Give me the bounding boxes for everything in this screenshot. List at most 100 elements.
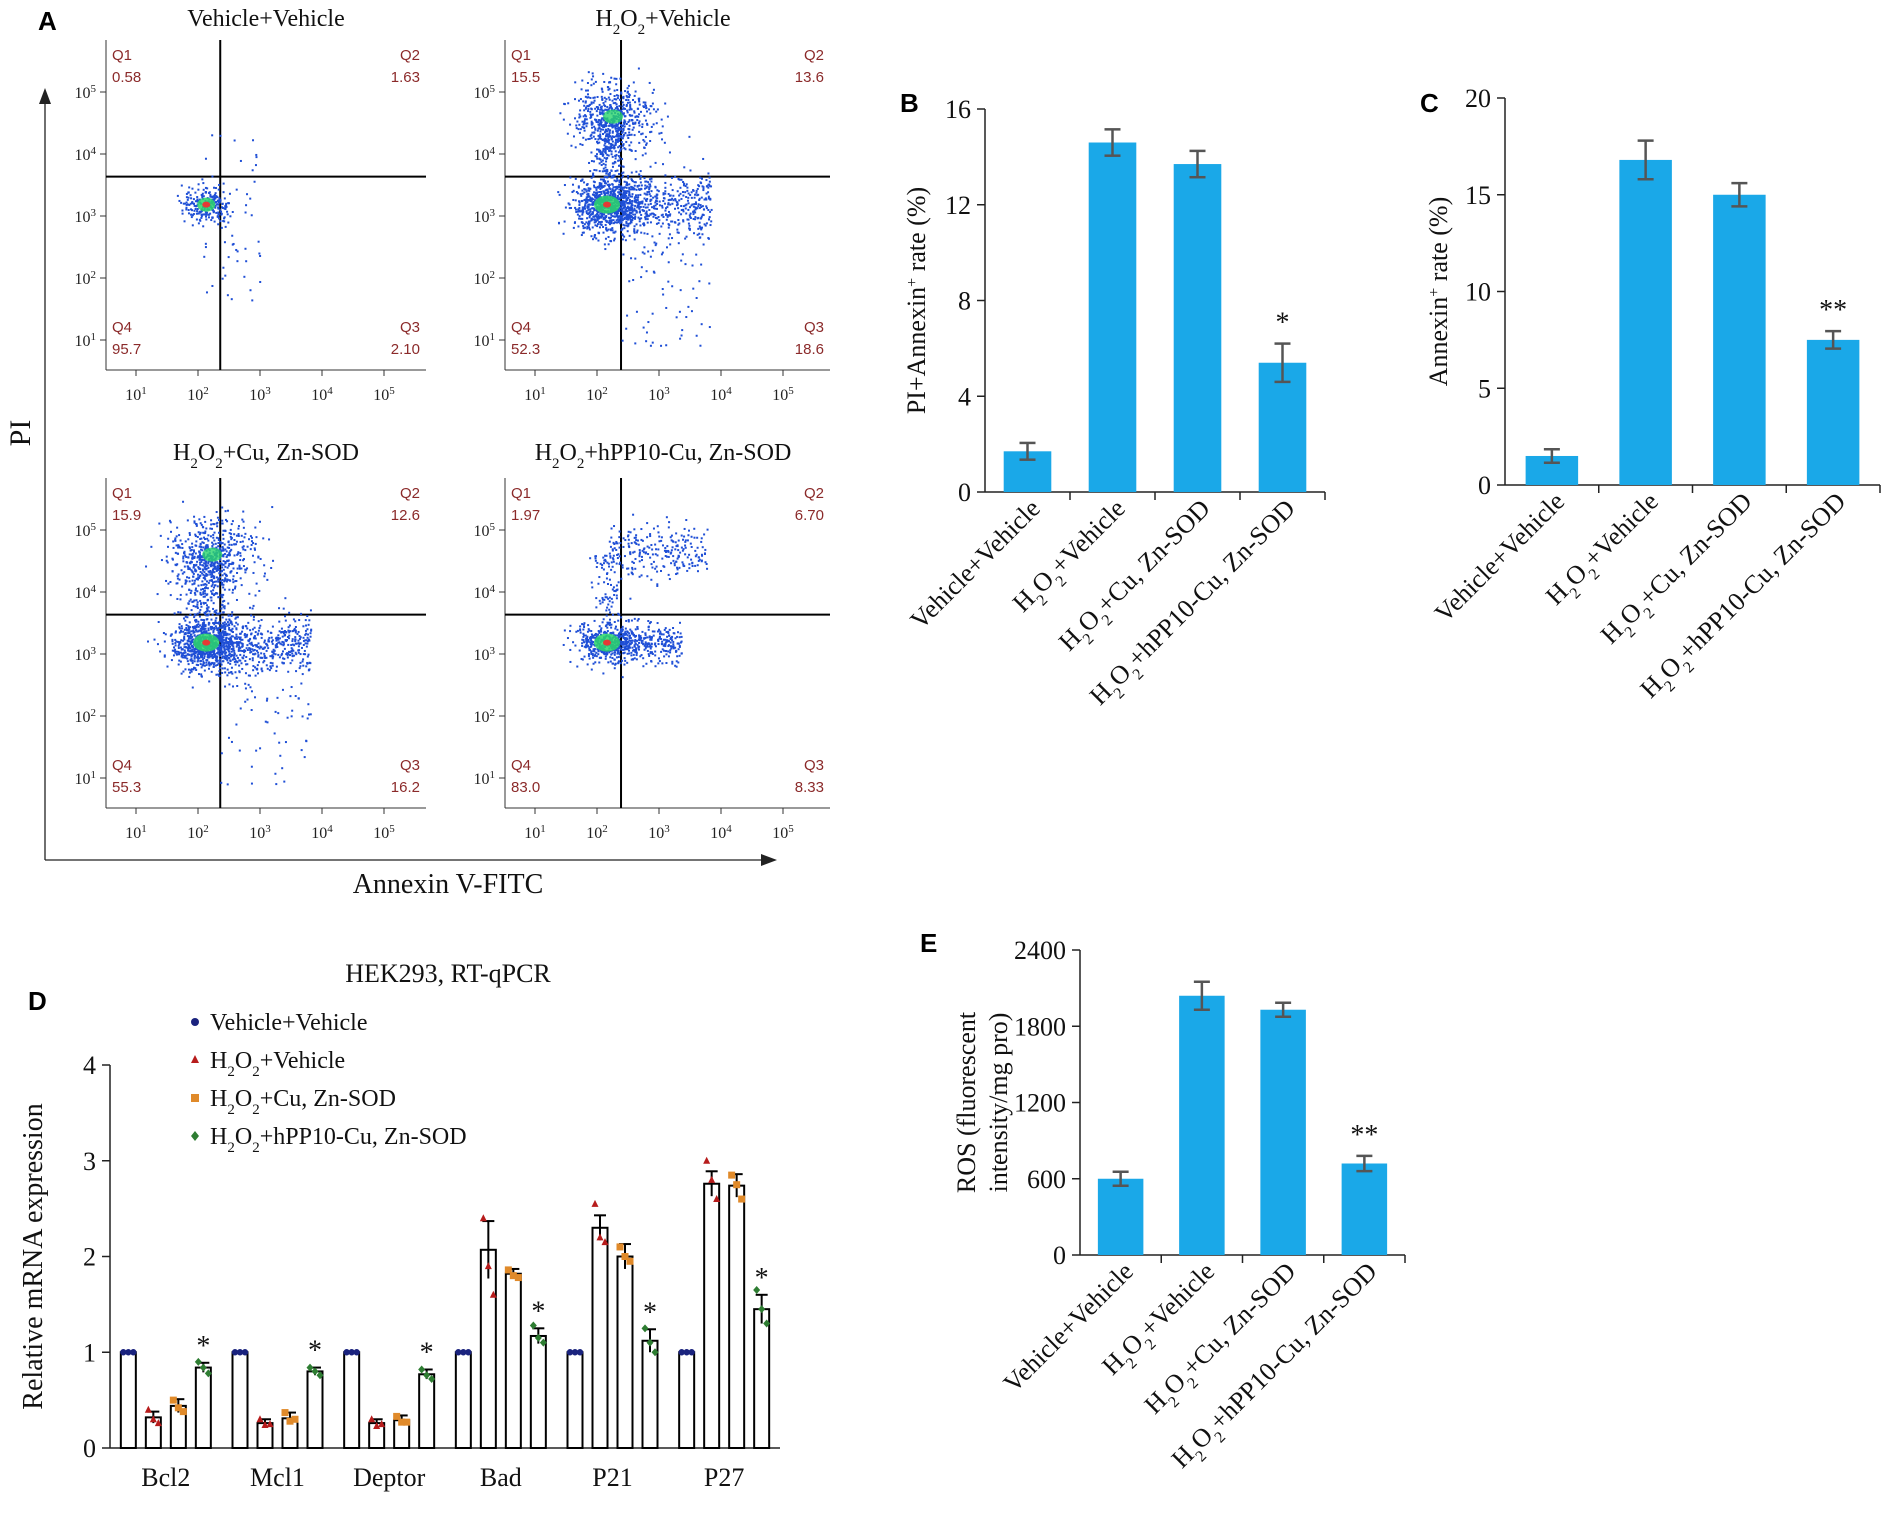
event-dot — [596, 108, 599, 111]
event-dot — [623, 217, 626, 220]
event-dot — [592, 135, 595, 138]
event-dot — [596, 223, 599, 226]
event-dot — [229, 662, 232, 665]
event-dot — [653, 271, 656, 274]
event-dot — [214, 664, 217, 667]
event-dot — [201, 650, 204, 653]
event-dot — [586, 105, 589, 108]
event-dot — [202, 595, 205, 598]
event-dot — [598, 190, 601, 193]
event-dot — [691, 264, 694, 267]
event-dot — [609, 223, 612, 226]
event-dot — [603, 243, 606, 246]
event-dot — [695, 334, 698, 337]
tick-base: 10 — [373, 387, 389, 404]
event-dot — [646, 206, 649, 209]
event-dot — [212, 586, 215, 589]
event-dot — [182, 630, 185, 633]
tick-base: 10 — [75, 585, 91, 602]
event-dot — [619, 216, 622, 219]
event-dot — [192, 652, 195, 655]
event-dot — [678, 211, 681, 214]
event-dot — [294, 639, 297, 642]
event-dot — [602, 190, 605, 193]
event-dot — [613, 192, 616, 195]
event-dot — [193, 592, 196, 595]
event-dot — [583, 655, 586, 658]
event-dot — [589, 134, 592, 137]
event-dot — [226, 213, 229, 216]
event-dot — [185, 627, 188, 630]
event-dot — [684, 263, 687, 266]
event-dot — [641, 154, 644, 157]
tick-base: 10 — [524, 387, 540, 404]
event-dot — [618, 634, 621, 637]
event-dot — [193, 599, 196, 602]
event-dot — [199, 624, 202, 627]
event-dot — [596, 114, 599, 117]
event-dot — [191, 650, 194, 653]
event-dot — [208, 622, 211, 625]
event-dot — [578, 113, 581, 116]
event-dot — [244, 659, 247, 662]
event-dot — [257, 642, 260, 645]
event-dot — [217, 199, 220, 202]
event-dot — [602, 102, 605, 105]
event-dot — [614, 142, 617, 145]
event-dot — [280, 654, 283, 657]
event-dot — [646, 232, 649, 235]
event-dot — [284, 597, 287, 600]
event-dot — [191, 645, 194, 648]
event-dot — [628, 186, 631, 189]
event-dot — [599, 223, 602, 226]
event-dot — [200, 523, 203, 526]
flow-y-tick-label: 102 — [75, 269, 97, 288]
event-dot — [623, 123, 626, 126]
event-dot — [216, 663, 219, 666]
event-dot — [617, 619, 620, 622]
tick-base: 10 — [75, 771, 91, 788]
event-dot — [241, 546, 244, 549]
event-dot — [643, 232, 646, 235]
event-dot — [651, 102, 654, 105]
event-dot — [588, 228, 591, 231]
event-dot — [617, 660, 620, 663]
density-peak — [202, 201, 211, 208]
event-dot — [643, 252, 646, 255]
event-dot — [602, 112, 605, 115]
event-dot — [196, 607, 199, 610]
event-dot — [286, 656, 289, 659]
event-dot — [173, 612, 176, 615]
event-dot — [215, 611, 218, 614]
event-dot — [625, 198, 628, 201]
event-dot — [219, 655, 222, 658]
event-dot — [677, 218, 680, 221]
event-dot — [644, 216, 647, 219]
event-dot — [210, 599, 213, 602]
tick-base: 10 — [710, 825, 726, 842]
event-dot — [305, 665, 308, 668]
event-dot — [282, 643, 285, 646]
quadrant-value: 15.9 — [112, 507, 141, 524]
event-dot — [241, 645, 244, 648]
event-dot — [160, 559, 163, 562]
event-dot — [685, 183, 688, 186]
event-dot — [232, 242, 235, 245]
event-dot — [281, 635, 284, 638]
event-dot — [699, 204, 702, 207]
event-dot — [588, 212, 591, 215]
flow-plot-title: Vehicle+Vehicle — [187, 6, 344, 32]
event-dot — [249, 651, 252, 654]
event-dot — [295, 653, 298, 656]
event-dot — [606, 183, 609, 186]
event-dot — [600, 182, 603, 185]
event-dot — [205, 650, 208, 653]
event-dot — [658, 132, 661, 135]
event-dot — [604, 166, 607, 169]
event-dot — [629, 107, 632, 110]
quadrant-value: 13.6 — [795, 69, 824, 86]
tick-base: 10 — [710, 387, 726, 404]
event-dot — [198, 198, 201, 201]
event-dot — [245, 663, 248, 666]
event-dot — [604, 151, 607, 154]
